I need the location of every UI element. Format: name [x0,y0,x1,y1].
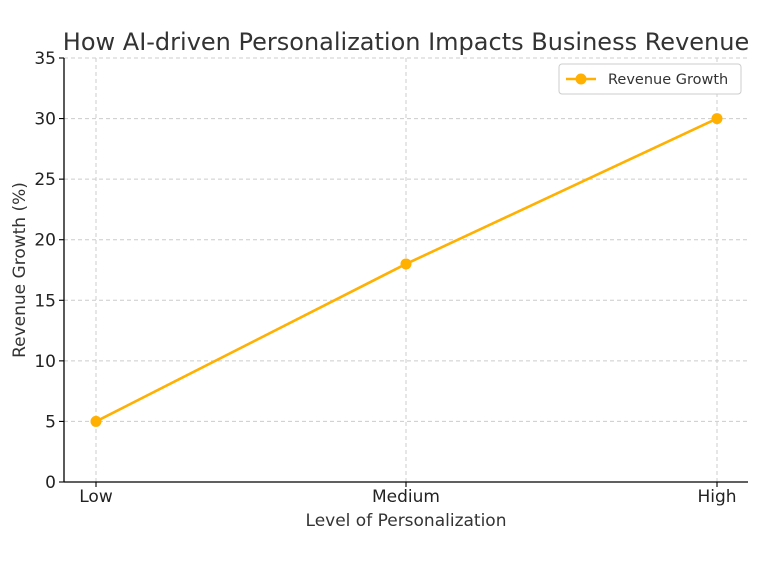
data-point [90,415,102,427]
series [90,113,723,427]
x-axis-ticks: Low Medium High [79,482,737,507]
legend-box [558,63,742,95]
y-tick-label: 25 [34,170,56,190]
y-tick-label: 35 [34,49,56,69]
data-point [711,113,723,125]
y-tick-label: 10 [34,352,56,372]
x-tick-label: Low [79,487,113,507]
y-tick-label: 30 [34,110,56,130]
legend-marker-swatch [575,73,587,85]
x-tick-label: Medium [372,487,440,507]
y-tick-label: 15 [34,291,56,311]
y-tick-label: 20 [34,231,56,251]
legend-entry-revenue-growth: Revenue Growth [608,72,728,88]
grid-lines [64,57,748,482]
legend: Revenue Growth [558,63,742,95]
y-axis-ticks: 0 5 10 15 20 25 30 35 [34,49,64,493]
y-tick-label: 5 [45,412,56,432]
data-point [400,258,412,270]
y-axis-label: Revenue Growth (%) [10,182,30,358]
chart-title: How AI-driven Personalization Impacts Bu… [63,28,749,56]
x-axis-label: Level of Personalization [306,511,507,531]
y-tick-label: 0 [45,473,56,493]
x-tick-label: High [697,487,736,507]
